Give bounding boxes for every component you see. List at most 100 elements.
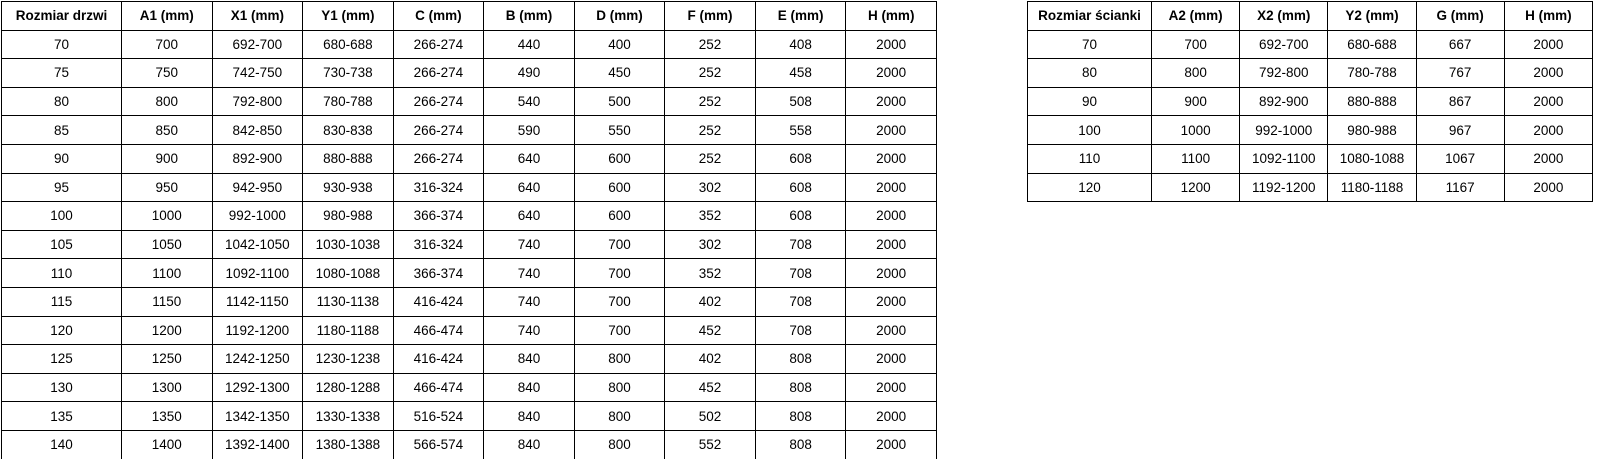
table-cell: 2000 <box>845 372 937 403</box>
table-cell: 808 <box>754 401 847 431</box>
table-cell: 1030-1038 <box>302 229 394 260</box>
table-header-cell: A1 (mm) <box>121 1 213 31</box>
table-cell: 2000 <box>845 29 937 60</box>
table-row: 140 1400 1392-1400 1380-1388 566-574 840 800 55… <box>1 429 937 459</box>
table-header-cell: C (mm) <box>392 1 485 31</box>
table-cell: 1100 <box>1150 143 1241 174</box>
table-cell: 800 <box>573 401 666 431</box>
table-cell: 590 <box>483 115 575 145</box>
table-cell: 2000 <box>845 344 937 374</box>
table-cell: 105 <box>1 229 122 260</box>
table-cell: 740 <box>483 286 575 317</box>
wall-size-table: Rozmiar ścianki A2 (mm) X2 (mm) Y2 (mm) G (m… <box>1027 1 1594 203</box>
table-cell: 466-474 <box>392 315 485 346</box>
table-cell: 2000 <box>1503 143 1594 174</box>
table-cell: 700 <box>573 315 666 346</box>
table-cell: 502 <box>664 401 756 431</box>
table-cell: 252 <box>664 115 756 145</box>
table-cell: 742-750 <box>211 58 304 88</box>
table-cell: 700 <box>121 29 213 60</box>
table-cell: 1092-1100 <box>211 258 304 288</box>
table-cell: 252 <box>664 29 756 60</box>
table-row: 100 1000 992-1000 980-988 967 2000 <box>1027 115 1594 145</box>
table-cell: 880-888 <box>1327 86 1417 117</box>
table-cell: 850 <box>121 115 213 145</box>
table-cell: 740 <box>483 258 575 288</box>
table-cell: 1280-1288 <box>302 372 394 403</box>
table-cell: 416-424 <box>392 344 485 374</box>
table-cell: 115 <box>1 286 122 317</box>
table-cell: 1292-1300 <box>211 372 304 403</box>
table-header-cell: H (mm) <box>845 1 937 31</box>
table-cell: 2000 <box>845 201 937 231</box>
table-cell: 708 <box>754 229 847 260</box>
table-cell: 730-738 <box>302 58 394 88</box>
table-cell: 1330-1338 <box>302 401 394 431</box>
table-cell: 540 <box>483 86 575 117</box>
table-header-cell: H (mm) <box>1503 1 1594 31</box>
table-cell: 90 <box>1 143 122 174</box>
table-cell: 808 <box>754 372 847 403</box>
table-cell: 980-988 <box>1327 115 1417 145</box>
table-cell: 90 <box>1027 86 1152 117</box>
table-cell: 800 <box>573 429 666 459</box>
table-cell: 552 <box>664 429 756 459</box>
table-row: 95 950 942-950 930-938 316-324 640 600 302 608 20… <box>1 172 937 203</box>
table-cell: 692-700 <box>1239 29 1329 60</box>
table-cell: 700 <box>573 229 666 260</box>
table-cell: 640 <box>483 172 575 203</box>
table-cell: 600 <box>573 201 666 231</box>
table-cell: 366-374 <box>392 258 485 288</box>
table-header-cell: Rozmiar ścianki <box>1027 1 1152 31</box>
table-cell: 1250 <box>121 344 213 374</box>
table-cell: 800 <box>1150 58 1241 88</box>
table-cell: 1200 <box>1150 172 1241 203</box>
table-header-cell: E (mm) <box>754 1 847 31</box>
table-cell: 930-938 <box>302 172 394 203</box>
table-cell: 266-274 <box>392 143 485 174</box>
table-cell: 80 <box>1 86 122 117</box>
table-cell: 2000 <box>1503 115 1594 145</box>
table-header-cell: D (mm) <box>573 1 666 31</box>
table-header-cell: A2 (mm) <box>1150 1 1241 31</box>
table-cell: 992-1000 <box>211 201 304 231</box>
table-cell: 516-524 <box>392 401 485 431</box>
table-cell: 1092-1100 <box>1239 143 1329 174</box>
table-cell: 1350 <box>121 401 213 431</box>
table-cell: 840 <box>483 401 575 431</box>
table-row: 105 1050 1042-1050 1030-1038 316-324 740 700 30… <box>1 229 937 260</box>
table-cell: 1142-1150 <box>211 286 304 317</box>
table-cell: 1192-1200 <box>211 315 304 346</box>
table-row: 100 1000 992-1000 980-988 366-374 640 600 352 60… <box>1 201 937 231</box>
table-cell: 1000 <box>1150 115 1241 145</box>
table-row: 85 850 842-850 830-838 266-274 590 550 252 558 20… <box>1 115 937 145</box>
table-cell: 1150 <box>121 286 213 317</box>
table-cell: 110 <box>1027 143 1152 174</box>
table-cell: 792-800 <box>211 86 304 117</box>
table-cell: 2000 <box>845 86 937 117</box>
table-cell: 316-324 <box>392 229 485 260</box>
table-header-cell: X1 (mm) <box>211 1 304 31</box>
table-cell: 967 <box>1415 115 1505 145</box>
table-cell: 892-900 <box>211 143 304 174</box>
table-cell: 640 <box>483 201 575 231</box>
table-cell: 1067 <box>1415 143 1505 174</box>
table-cell: 740 <box>483 229 575 260</box>
table-cell: 120 <box>1 315 122 346</box>
table-cell: 252 <box>664 58 756 88</box>
table-header-cell: X2 (mm) <box>1239 1 1329 31</box>
table-cell: 708 <box>754 286 847 317</box>
table-cell: 880-888 <box>302 143 394 174</box>
table-cell: 85 <box>1 115 122 145</box>
table-row: 70 700 692-700 680-688 667 2000 <box>1027 29 1594 60</box>
table-cell: 400 <box>573 29 666 60</box>
table-cell: 692-700 <box>211 29 304 60</box>
table-cell: 800 <box>573 372 666 403</box>
table-cell: 767 <box>1415 58 1505 88</box>
table-cell: 608 <box>754 143 847 174</box>
table-row: 90 900 892-900 880-888 867 2000 <box>1027 86 1594 117</box>
table-row: 130 1300 1292-1300 1280-1288 466-474 840 800 45… <box>1 372 937 403</box>
table-cell: 558 <box>754 115 847 145</box>
table-cell: 680-688 <box>302 29 394 60</box>
table-cell: 1180-1188 <box>1327 172 1417 203</box>
